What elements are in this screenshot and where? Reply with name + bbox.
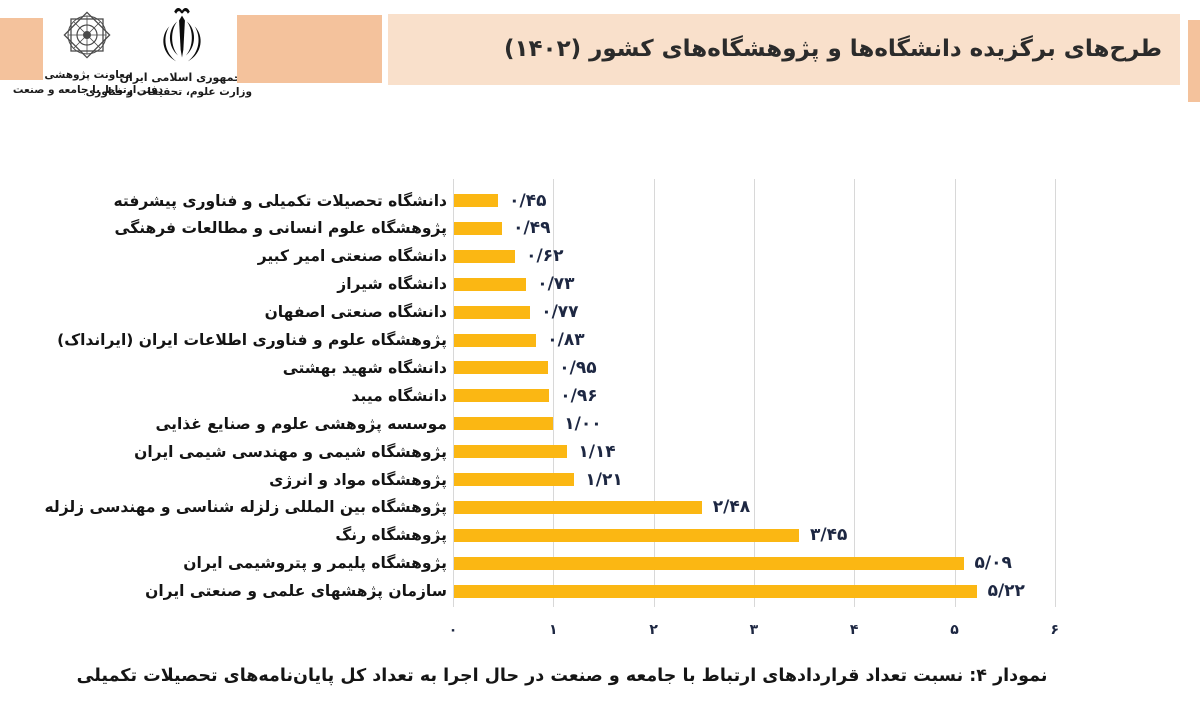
bar <box>454 249 516 263</box>
x-axis-tick-label: ۲ <box>649 622 658 638</box>
gridline <box>854 179 856 607</box>
category-label: موسسه پژوهشی علوم و صنایع غذایی <box>155 414 447 433</box>
bar <box>454 500 702 514</box>
value-label: ۵/۲۲ <box>987 581 1025 602</box>
bar <box>454 556 964 570</box>
emblem-caption-line2: وزارت علوم، تحقیقات و فناوری <box>85 86 252 98</box>
emblem-caption-line1: جمهوری اسلامی ایران <box>119 71 242 84</box>
gridline <box>453 179 454 607</box>
category-label: پژوهشگاه پلیمر و پتروشیمی ایران <box>183 554 447 573</box>
bar <box>454 333 537 347</box>
bar <box>454 445 568 459</box>
category-label: دانشگاه تحصیلات تکمیلی و فناوری پیشرفته <box>113 191 447 210</box>
x-axis-tick-label: ۵ <box>950 622 959 638</box>
seal-caption-line1: معاونت پژوهشی <box>44 69 132 81</box>
iran-emblem-icon <box>163 7 201 62</box>
category-label: دانشگاه شیراز <box>337 275 447 294</box>
category-label: دانشگاه صنعتی امیر کبیر <box>257 247 447 266</box>
value-label: ۰/۷۳ <box>537 274 575 295</box>
seal-caption-line2: دفتر ارتباط با جامعه و صنعت <box>12 84 164 96</box>
header-left-accent-block <box>0 18 43 80</box>
header-mid-accent-block <box>237 15 382 83</box>
bar <box>454 528 800 542</box>
value-label: ۰/۴۵ <box>509 190 547 211</box>
value-label: ۰/۷۷ <box>541 302 579 323</box>
bar <box>454 221 503 235</box>
bar <box>454 277 527 291</box>
value-label: ۵/۰۹ <box>974 553 1012 574</box>
category-label: پژوهشگاه علوم انسانی و مطالعات فرهنگی <box>114 219 447 238</box>
x-axis-tick-label: ۰ <box>448 622 458 638</box>
value-label: ۱/۱۴ <box>578 441 616 462</box>
page-title: طرح‌های برگزیده دانشگاه‌ها و پژوهشگاه‌ها… <box>503 36 1162 62</box>
category-label: دانشگاه شهید بهشتی <box>282 358 447 377</box>
gridline <box>753 179 755 607</box>
bar <box>454 584 977 598</box>
title-band: طرح‌های برگزیده دانشگاه‌ها و پژوهشگاه‌ها… <box>388 14 1180 85</box>
value-label: ۰/۶۲ <box>526 246 564 267</box>
category-label: پژوهشگاه علوم و فناوری اطلاعات ایران (ای… <box>57 331 447 349</box>
category-label: پژوهشگاه مواد و انرژی <box>269 470 447 489</box>
chart-caption: نمودار ۴: نسبت تعداد قراردادهای ارتباط ب… <box>76 666 1048 686</box>
value-label: ۰/۴۹ <box>513 218 551 239</box>
bar <box>454 473 575 486</box>
category-label: دانشگاه میبد <box>351 386 447 405</box>
value-label: ۱/۰۰ <box>564 413 602 434</box>
value-label: ۰/۹۵ <box>559 357 597 378</box>
value-label: ۱/۲۱ <box>585 469 623 490</box>
value-label: ۰/۸۳ <box>547 330 585 350</box>
gridline <box>1054 179 1056 607</box>
bar <box>454 305 531 319</box>
x-axis-tick-label: ۶ <box>1050 622 1060 638</box>
value-label: ۲/۴۸ <box>712 497 751 518</box>
x-axis-tick-label: ۳ <box>749 622 759 638</box>
category-label: دانشگاه صنعتی اصفهان <box>264 303 447 322</box>
gridline <box>553 179 555 607</box>
category-label: پژوهشگاه بین المللی زلزله شناسی و مهندسی… <box>44 498 447 517</box>
x-axis-tick-label: ۴ <box>849 622 859 638</box>
value-label: ۳/۴۵ <box>810 525 848 546</box>
category-label: سازمان پژهشهای علمی و صنعتی ایران <box>145 582 447 601</box>
gridline <box>653 179 655 607</box>
value-label: ۰/۹۶ <box>560 385 598 406</box>
bar <box>454 194 499 207</box>
bar <box>454 361 549 375</box>
research-deputy-seal-icon <box>63 11 111 59</box>
x-axis-tick-label: ۱ <box>549 622 558 638</box>
gridline <box>954 179 956 607</box>
bar <box>454 389 550 403</box>
category-label: پژوهشگاه رنگ <box>335 526 447 545</box>
header-right-accent-block <box>1188 20 1200 102</box>
category-label: پژوهشگاه شیمی و مهندسی شیمی ایران <box>134 442 447 461</box>
bar <box>454 417 554 431</box>
